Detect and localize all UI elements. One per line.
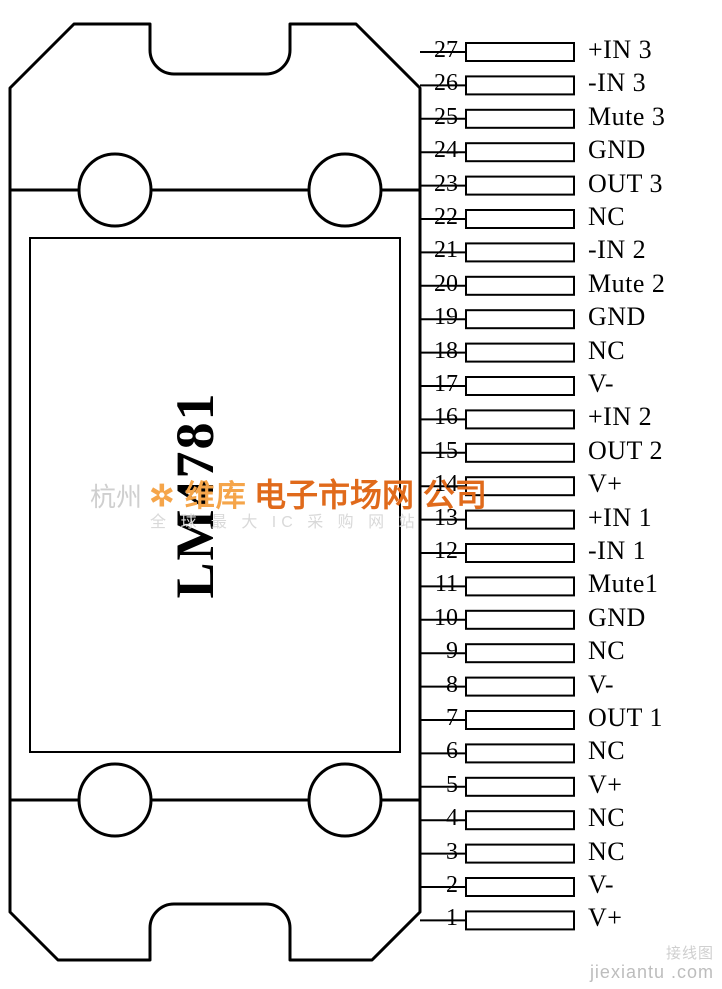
- pin-rect: [466, 210, 574, 228]
- pin-label: Mute 3: [588, 104, 665, 130]
- pin-label: NC: [588, 839, 625, 865]
- chip-label: LM4781: [164, 392, 226, 599]
- pin-label: NC: [588, 204, 625, 230]
- pin-label: GND: [588, 304, 646, 330]
- pin-number: 5: [418, 773, 458, 797]
- pin-number: 21: [418, 238, 458, 262]
- pin-number: 4: [418, 806, 458, 830]
- pin-number: 2: [418, 873, 458, 897]
- pin-rect: [466, 678, 574, 696]
- mounting-hole: [79, 154, 151, 226]
- mounting-hole: [309, 154, 381, 226]
- pin-rect: [466, 544, 574, 562]
- pin-number: 13: [418, 506, 458, 530]
- pin-rect: [466, 344, 574, 362]
- pin-number: 3: [418, 840, 458, 864]
- pin-number: 20: [418, 272, 458, 296]
- pin-rect: [466, 310, 574, 328]
- pin-label: GND: [588, 137, 646, 163]
- pin-label: +IN 1: [588, 505, 652, 531]
- pin-number: 19: [418, 305, 458, 329]
- pin-number: 14: [418, 472, 458, 496]
- pin-label: -IN 2: [588, 237, 646, 263]
- pin-label: NC: [588, 638, 625, 664]
- pin-number: 12: [418, 539, 458, 563]
- pin-number: 22: [418, 205, 458, 229]
- pin-rect: [466, 878, 574, 896]
- pin-number: 9: [418, 639, 458, 663]
- pin-label: NC: [588, 338, 625, 364]
- pin-label: +IN 2: [588, 404, 652, 430]
- pin-label: V+: [588, 471, 622, 497]
- pin-rect: [466, 76, 574, 94]
- pin-label: V-: [588, 672, 614, 698]
- pin-number: 7: [418, 706, 458, 730]
- pin-number: 10: [418, 606, 458, 630]
- pin-label: OUT 3: [588, 171, 663, 197]
- pin-rect: [466, 143, 574, 161]
- pin-rect: [466, 644, 574, 662]
- pin-label: OUT 1: [588, 705, 663, 731]
- pin-rect: [466, 778, 574, 796]
- pin-rect: [466, 410, 574, 428]
- pin-number: 1: [418, 906, 458, 930]
- pin-number: 25: [418, 105, 458, 129]
- diagram-stage: LM4781 杭州 ✲ 维库 电子市场网 公司 全 球 最 大 IC 采 购 网…: [0, 0, 722, 989]
- pin-label: +IN 3: [588, 37, 652, 63]
- pin-rect: [466, 277, 574, 295]
- pin-label: Mute 2: [588, 271, 665, 297]
- mounting-hole: [79, 764, 151, 836]
- pin-number: 16: [418, 405, 458, 429]
- pin-label: V-: [588, 371, 614, 397]
- pin-rect: [466, 611, 574, 629]
- pin-number: 24: [418, 138, 458, 162]
- pin-rect: [466, 711, 574, 729]
- pin-rect: [466, 243, 574, 261]
- pin-number: 6: [418, 739, 458, 763]
- pin-rect: [466, 43, 574, 61]
- pin-number: 27: [418, 38, 458, 62]
- pin-rect: [466, 744, 574, 762]
- pin-number: 11: [418, 572, 458, 596]
- pin-rect: [466, 444, 574, 462]
- pin-label: V+: [588, 905, 622, 931]
- pin-label: -IN 1: [588, 538, 646, 564]
- pin-label: GND: [588, 605, 646, 631]
- mounting-hole: [309, 764, 381, 836]
- pin-label: V+: [588, 772, 622, 798]
- pin-rect: [466, 911, 574, 929]
- pin-label: OUT 2: [588, 438, 663, 464]
- pin-rect: [466, 511, 574, 529]
- pin-number: 8: [418, 673, 458, 697]
- pin-rect: [466, 845, 574, 863]
- pin-number: 17: [418, 372, 458, 396]
- pin-rect: [466, 177, 574, 195]
- pin-label: V-: [588, 872, 614, 898]
- pin-number: 26: [418, 71, 458, 95]
- pin-rect: [466, 110, 574, 128]
- pin-rect: [466, 577, 574, 595]
- pin-rect: [466, 477, 574, 495]
- pin-number: 15: [418, 439, 458, 463]
- pin-number: 23: [418, 172, 458, 196]
- pin-number: 18: [418, 339, 458, 363]
- pin-label: NC: [588, 738, 625, 764]
- pin-rect: [466, 377, 574, 395]
- pin-label: NC: [588, 805, 625, 831]
- pin-label: -IN 3: [588, 70, 646, 96]
- pin-rect: [466, 811, 574, 829]
- pin-label: Mute1: [588, 571, 658, 597]
